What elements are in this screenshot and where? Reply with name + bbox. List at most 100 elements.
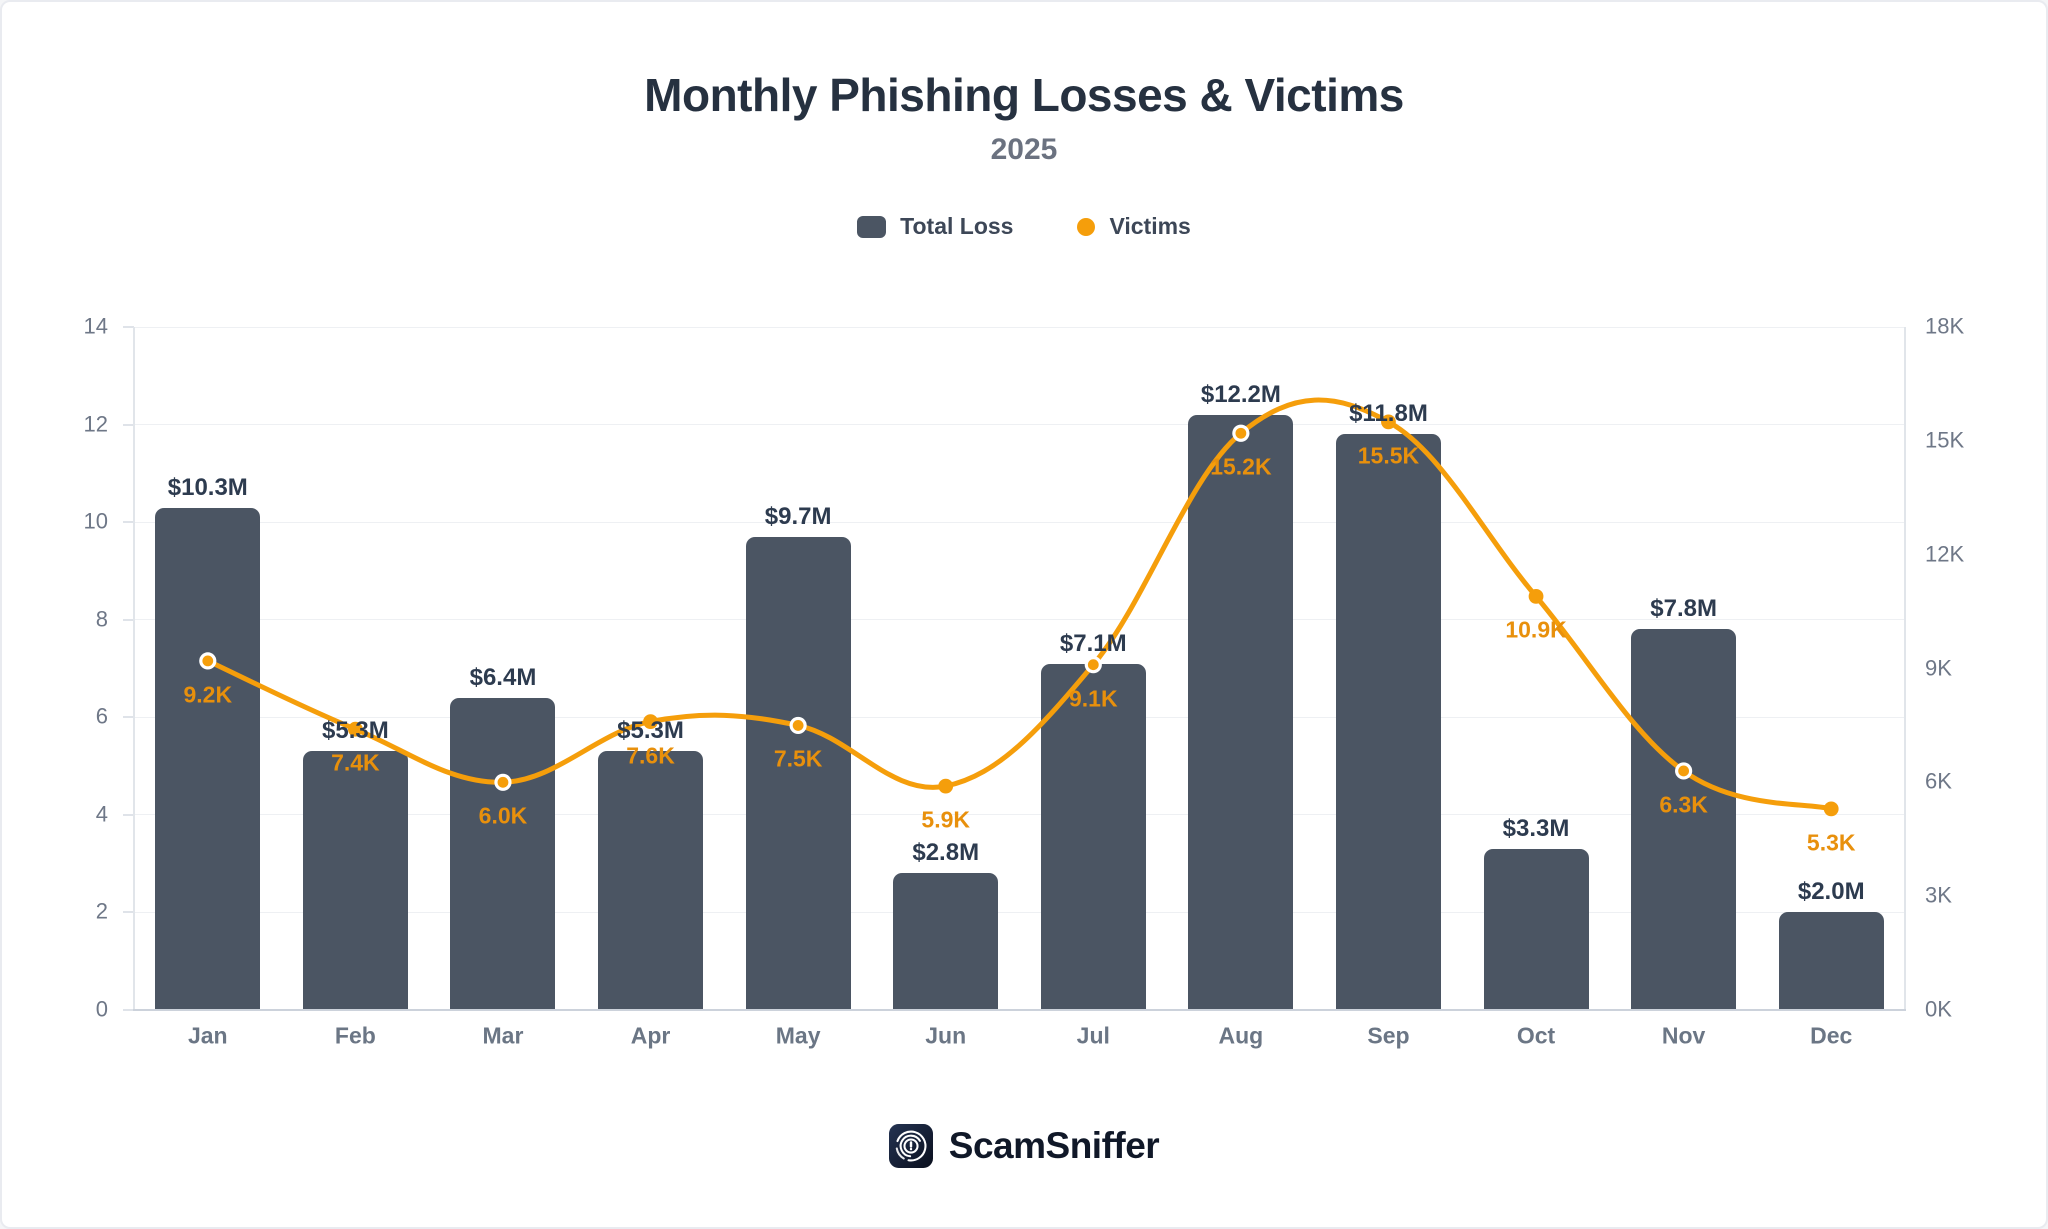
y-axis-label-left: 2 — [95, 898, 108, 924]
bar-value-label-nov: $7.8M — [1650, 595, 1717, 623]
legend-item-victims[interactable]: Victims — [1077, 213, 1191, 240]
x-axis-label-sep: Sep — [1367, 1022, 1410, 1049]
y-axis-tick — [123, 716, 134, 719]
victims-point-may[interactable] — [789, 716, 807, 735]
bar-value-label-jan: $10.3M — [167, 473, 248, 501]
y-axis-label-right: 12K — [1925, 541, 1965, 567]
x-axis-label-jun: Jun — [925, 1022, 967, 1049]
y-axis-label-left: 6 — [95, 703, 108, 729]
y-axis-label-right: 6K — [1925, 768, 1952, 794]
bar-apr[interactable] — [598, 751, 704, 1010]
victims-point-mar[interactable] — [494, 773, 512, 791]
chart-subtitle: 2025 — [990, 133, 1058, 166]
victims-point-nov[interactable] — [1675, 762, 1693, 780]
bar-value-label-apr: $5.3M — [617, 717, 684, 745]
victims-point-dec[interactable] — [1823, 801, 1839, 817]
y-axis-tick — [123, 911, 134, 914]
bar-oct[interactable] — [1483, 849, 1589, 1010]
y-axis-label-right: 0K — [1925, 996, 1952, 1022]
victims-point-sep[interactable] — [1381, 414, 1396, 430]
victims-value-label-may: 7.5K — [773, 745, 823, 772]
x-axis-label-may: May — [775, 1022, 821, 1049]
y-axis-tick — [123, 423, 134, 426]
legend-item-total-loss[interactable]: Total Loss — [857, 213, 1013, 240]
bar-value-label-jun: $2.8M — [912, 839, 980, 867]
bar-jan[interactable] — [155, 507, 261, 1010]
victims-value-label-jan: 9.2K — [183, 681, 233, 708]
x-axis-label-jul: Jul — [1076, 1022, 1110, 1049]
x-axis-label-oct: Oct — [1516, 1022, 1556, 1049]
gridline — [134, 521, 1905, 523]
legend: Total Loss Victims — [2, 213, 2046, 240]
brand-footer[interactable]: ScamSniffer — [2, 1124, 2046, 1168]
bar-feb[interactable] — [302, 751, 408, 1010]
y-axis-label-left: 14 — [83, 313, 108, 339]
victims-value-label-sep: 15.5K — [1357, 442, 1420, 469]
x-axis-label-mar: Mar — [482, 1022, 524, 1049]
victims-line-layer — [199, 397, 1839, 817]
victims-point-jun[interactable] — [938, 778, 954, 794]
victims-point-jan[interactable] — [199, 652, 217, 670]
gridline — [134, 814, 1905, 816]
y-axis-label-right: 15K — [1925, 427, 1965, 453]
x-axis-label-dec: Dec — [1810, 1022, 1853, 1049]
bar-value-label-jul: $7.1M — [1059, 629, 1127, 657]
bar-value-label-feb: $5.3M — [322, 717, 389, 745]
y-axis-line-right — [1904, 327, 1906, 1010]
victims-point-jul[interactable] — [1084, 656, 1102, 674]
bar-aug[interactable] — [1188, 414, 1294, 1010]
victims-value-label-nov: 6.3K — [1659, 791, 1708, 818]
bar-nov[interactable] — [1631, 629, 1737, 1010]
x-axis-label-apr: Apr — [630, 1022, 671, 1049]
gridline — [134, 716, 1905, 718]
y-axis-tick — [123, 1009, 134, 1011]
y-axis-label-right: 9K — [1925, 654, 1952, 680]
x-axis-label-nov: Nov — [1661, 1022, 1706, 1049]
victims-point-oct[interactable] — [1528, 589, 1544, 604]
victims-swatch-dot-icon — [1077, 217, 1096, 236]
y-axis-label-right: 18K — [1925, 313, 1965, 339]
y-axis-label-left: 4 — [95, 801, 108, 827]
chart-title: Monthly Phishing Losses & Victims — [644, 69, 1404, 121]
y-axis-label-left: 0 — [95, 996, 108, 1022]
victims-line — [205, 397, 1834, 812]
bar-value-label-aug: $12.2M — [1200, 380, 1281, 408]
y-axis-line-left — [133, 327, 135, 1010]
bar-dec[interactable] — [1778, 912, 1884, 1010]
victims-value-label-apr: 7.6K — [626, 742, 675, 769]
gridline — [134, 424, 1905, 426]
victims-value-label-jul: 9.1K — [1068, 685, 1118, 712]
victims-value-label-oct: 10.9K — [1505, 616, 1567, 643]
victims-point-aug[interactable] — [1232, 424, 1250, 442]
bar-mar[interactable] — [450, 697, 556, 1010]
victims-point-apr[interactable] — [643, 714, 658, 730]
legend-label-total-loss: Total Loss — [900, 213, 1014, 239]
y-axis-tick — [123, 326, 134, 328]
bar-sep[interactable] — [1335, 434, 1441, 1010]
bar-jul[interactable] — [1040, 663, 1146, 1010]
scamsniffer-logo-icon — [888, 1124, 933, 1168]
y-axis-label-left: 10 — [83, 508, 108, 534]
victims-value-label-dec: 5.3K — [1806, 829, 1856, 856]
victims-value-label-feb: 7.4K — [331, 749, 380, 776]
victims-value-label-mar: 6.0K — [478, 802, 528, 829]
y-axis-label-left: 8 — [95, 606, 108, 632]
bar-value-label-mar: $6.4M — [469, 663, 537, 691]
victims-point-feb[interactable] — [347, 721, 363, 737]
total-loss-swatch-icon — [857, 215, 887, 238]
gridline — [134, 619, 1905, 621]
x-axis-label-aug: Aug — [1218, 1022, 1264, 1049]
brand-name: ScamSniffer — [948, 1125, 1160, 1166]
bar-value-label-sep: $11.8M — [1349, 400, 1428, 428]
y-axis-tick — [123, 521, 134, 524]
gridline — [134, 326, 1905, 328]
y-axis-label-right: 3K — [1925, 882, 1952, 908]
bar-value-label-dec: $2.0M — [1797, 878, 1865, 906]
x-axis-line — [133, 1009, 1906, 1011]
bar-jun[interactable] — [893, 873, 999, 1010]
y-axis-tick — [123, 618, 134, 621]
bar-may[interactable] — [745, 536, 851, 1010]
y-axis-tick — [123, 813, 134, 816]
bar-value-label-oct: $3.3M — [1502, 815, 1570, 842]
